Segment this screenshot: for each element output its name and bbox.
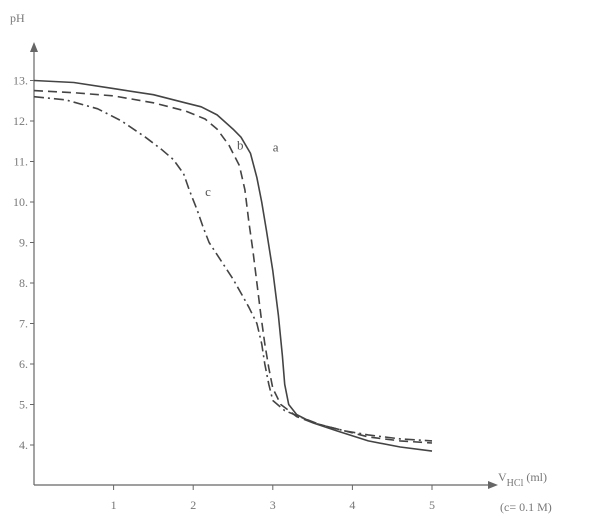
curve-label-a: a — [273, 139, 279, 154]
curve-b — [33, 89, 433, 444]
x-axis-label: VHCl (ml) — [498, 470, 547, 489]
x-tick-label-3: 3 — [270, 498, 276, 512]
x-axis-label-sub: HCl — [507, 478, 524, 489]
y-axis-arrow — [30, 42, 38, 52]
tick-labels: 1 2 3 4 5 4. 5. 6. 7. 8. 9. 10. 11. 12. 13. — [13, 74, 435, 513]
y-tick-label-5: 5. — [19, 398, 28, 412]
y-tick-label-8: 8. — [19, 276, 28, 290]
x-axis-label-unit: (ml) — [526, 470, 547, 484]
curve-c — [33, 95, 433, 442]
x-axis-label-v: V — [498, 470, 507, 484]
tick-marks — [30, 80, 433, 490]
y-tick-label-7: 7. — [19, 317, 28, 331]
x-tick-label-4: 4 — [349, 498, 355, 512]
x-axis-concentration-note: (c= 0.1 M) — [500, 500, 552, 514]
x-axis-arrow — [488, 481, 498, 489]
x-tick-label-1: 1 — [111, 498, 117, 512]
x-tick-label-2: 2 — [190, 498, 196, 512]
y-tick-label-9: 9. — [19, 236, 28, 250]
y-tick-label-4: 4. — [19, 438, 28, 452]
curve-labels: a b c — [205, 137, 279, 199]
axes — [30, 42, 498, 489]
y-tick-label-11: 11. — [13, 155, 28, 169]
x-tick-label-5: 5 — [429, 498, 435, 512]
y-tick-label-6: 6. — [19, 357, 28, 371]
y-tick-label-13: 13. — [13, 74, 28, 88]
curve-label-b: b — [237, 137, 244, 152]
curve-a — [33, 79, 433, 452]
y-tick-label-12: 12. — [13, 114, 28, 128]
y-axis-label: pH — [10, 11, 25, 25]
curve-label-c: c — [205, 184, 211, 199]
curves — [33, 79, 433, 452]
y-tick-label-10: 10. — [13, 195, 28, 209]
